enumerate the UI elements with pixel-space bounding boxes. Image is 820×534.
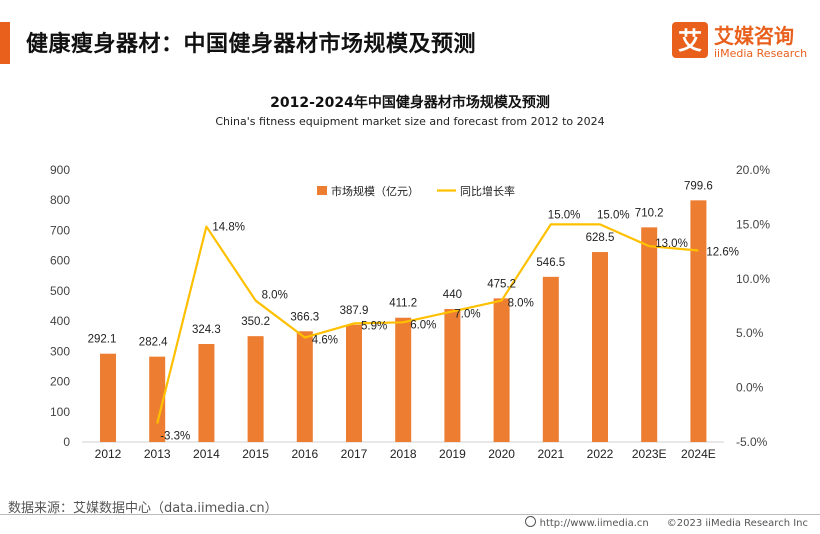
logo-mark-icon: 艾	[672, 22, 708, 58]
y-left-tick-label: 100	[50, 405, 70, 419]
bar-data-label: 282.4	[139, 337, 168, 349]
bar-market-size	[296, 331, 313, 442]
bar-market-size	[542, 276, 559, 442]
footer-copyright: ©2023 iiMedia Research Inc	[666, 518, 808, 529]
bar-data-label: 387.9	[340, 305, 369, 317]
bar-data-label: 475.2	[487, 278, 516, 290]
x-tick-label: 2016	[291, 447, 318, 461]
footer: http://www.iimedia.cn ©2023 iiMedia Resea…	[524, 516, 808, 529]
legend-label-growth-rate: 同比增长率	[460, 184, 515, 198]
line-data-label: 7.0%	[454, 308, 480, 320]
x-tick-label: 2022	[587, 447, 614, 461]
bar-data-label: 292.1	[88, 334, 117, 346]
line-data-label: 12.6%	[706, 247, 739, 259]
line-data-label: 15.0%	[597, 209, 630, 221]
x-tick-label: 2021	[537, 447, 564, 461]
footer-url[interactable]: http://www.iimedia.cn	[539, 518, 649, 529]
line-data-label: 8.0%	[262, 290, 288, 302]
bar-market-size	[690, 200, 707, 442]
bar-data-label: 440	[443, 289, 462, 301]
x-tick-label: 2012	[95, 447, 122, 461]
bar-market-size	[100, 353, 116, 442]
line-data-label: 5.9%	[361, 320, 387, 332]
x-tick-label: 2018	[390, 447, 417, 461]
bar-market-size	[641, 227, 658, 442]
bar-market-size	[444, 309, 461, 442]
bar-market-size	[247, 336, 264, 442]
bar-data-label: 710.2	[635, 207, 664, 219]
bar-market-size	[149, 356, 166, 442]
line-data-label: 15.0%	[548, 209, 581, 221]
y-left-tick-label: 900	[50, 163, 70, 177]
footer-divider	[0, 514, 820, 515]
y-left-tick-label: 0	[63, 435, 70, 449]
y-left-tick-label: 500	[50, 284, 70, 298]
data-source: 数据来源：艾媒数据中心（data.iimedia.cn）	[8, 501, 278, 516]
x-tick-label: 2013	[144, 447, 171, 461]
legend-label-market-size: 市场规模（亿元）	[331, 184, 419, 198]
x-tick-label: 2019	[439, 447, 466, 461]
bar-data-label: 350.2	[241, 316, 270, 328]
line-data-label: 4.6%	[312, 335, 338, 347]
x-tick-label: 2017	[341, 447, 368, 461]
y-left-tick-label: 200	[50, 375, 70, 389]
chart-title: 2012-2024年中国健身器材市场规模及预测	[270, 95, 550, 111]
bar-data-label: 546.5	[536, 257, 565, 269]
globe-icon	[524, 516, 536, 527]
y-right-tick-label: 0.0%	[736, 381, 764, 395]
page-title: 健康瘦身器材：中国健身器材市场规模及预测	[26, 32, 477, 57]
bar-market-size	[395, 317, 412, 442]
bar-market-size	[346, 324, 362, 442]
y-left-tick-label: 600	[50, 254, 70, 268]
y-left-tick-label: 400	[50, 314, 70, 328]
y-right-tick-label: 10.0%	[736, 272, 770, 286]
line-growth-rate	[156, 223, 699, 424]
logo-name-en: iiMedia Research	[714, 47, 808, 60]
y-right-tick-label: -5.0%	[736, 435, 768, 449]
bar-market-size	[198, 343, 215, 442]
y-right-tick-label: 15.0%	[736, 217, 770, 231]
chart-subtitle: China's fitness equipment market size an…	[215, 115, 605, 128]
y-left-tick-label: 800	[50, 193, 70, 207]
x-tick-label: 2014	[193, 447, 220, 461]
bar-data-label: 366.3	[290, 311, 319, 323]
y-left-tick-label: 700	[50, 223, 70, 237]
x-tick-label: 2015	[242, 447, 269, 461]
bar-data-label: 411.2	[389, 298, 417, 310]
x-tick-label: 2023E	[632, 447, 667, 461]
y-right-tick-label: 20.0%	[736, 163, 770, 177]
y-right-tick-label: 5.0%	[736, 326, 764, 340]
bar-data-label: 628.5	[586, 232, 615, 244]
line-data-label: 6.0%	[410, 319, 436, 331]
line-data-label: 8.0%	[508, 298, 534, 310]
iimedia-logo: 艾 艾媒咨询 iiMedia Research	[672, 20, 812, 64]
bar-market-size	[592, 252, 608, 442]
line-data-label: -3.3%	[160, 431, 190, 443]
line-data-label: 13.0%	[655, 238, 688, 250]
header-accent-bar	[0, 22, 10, 64]
x-tick-label: 2024E	[681, 447, 716, 461]
x-tick-label: 2020	[488, 447, 515, 461]
y-left-tick-label: 300	[50, 344, 70, 358]
legend-swatch-market-size	[317, 186, 327, 195]
bar-market-size	[493, 298, 510, 442]
bar-data-label: 799.6	[684, 180, 713, 192]
logo-mark-glyph: 艾	[678, 27, 702, 55]
line-data-label: 14.8%	[212, 222, 245, 234]
bar-data-label: 324.3	[192, 324, 221, 336]
logo-name-cn: 艾媒咨询	[714, 24, 794, 48]
